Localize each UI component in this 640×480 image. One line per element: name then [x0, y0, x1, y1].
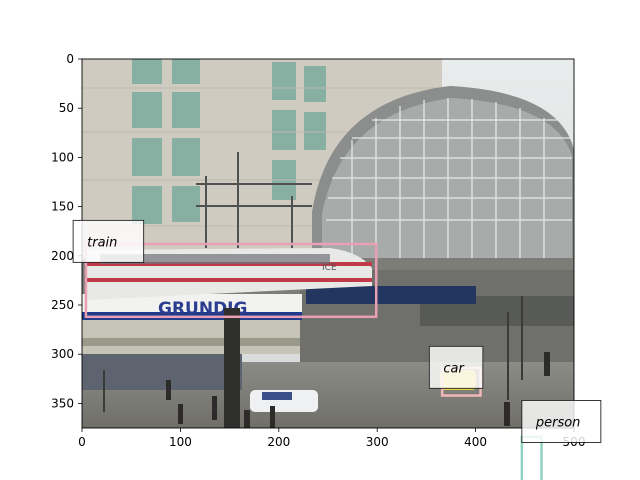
x-tick-label: 100 [169, 435, 192, 449]
y-tick-label: 350 [51, 396, 74, 410]
y-tick-label: 0 [66, 52, 74, 66]
label-tag-text: person [535, 415, 581, 430]
x-axis: 0100200300400500 [78, 428, 585, 449]
bounding-box-person [520, 435, 543, 480]
label-tag-train: train [72, 219, 145, 263]
photo-scene: GRUNDIG ICE [82, 59, 574, 428]
y-tick-label: 300 [51, 347, 74, 361]
y-tick-label: 200 [51, 249, 74, 263]
x-tick-label: 0 [78, 435, 86, 449]
y-tick-label: 250 [51, 298, 74, 312]
building-windows [132, 59, 326, 224]
x-tick-label: 200 [267, 435, 290, 449]
label-tag-background [72, 219, 145, 263]
y-tick-label: 100 [51, 150, 74, 164]
label-tag-background [521, 399, 602, 443]
annotation-boxes: train car person [72, 219, 602, 480]
label-tag-person: person [521, 399, 602, 443]
label-tag-text: car [443, 361, 465, 376]
x-tick-label: 400 [464, 435, 487, 449]
label-tag-text: train [87, 235, 117, 250]
label-tag-car: car [428, 345, 484, 389]
x-tick-label: 300 [366, 435, 389, 449]
train-mark: ICE [322, 263, 337, 273]
bounding-box-train [84, 242, 378, 319]
y-tick-label: 150 [51, 200, 74, 214]
y-tick-label: 50 [59, 101, 74, 115]
train: ICE [86, 248, 372, 300]
y-axis: 0 50 100 150 200 250 300 350 [51, 52, 82, 410]
label-tag-background [428, 345, 484, 389]
